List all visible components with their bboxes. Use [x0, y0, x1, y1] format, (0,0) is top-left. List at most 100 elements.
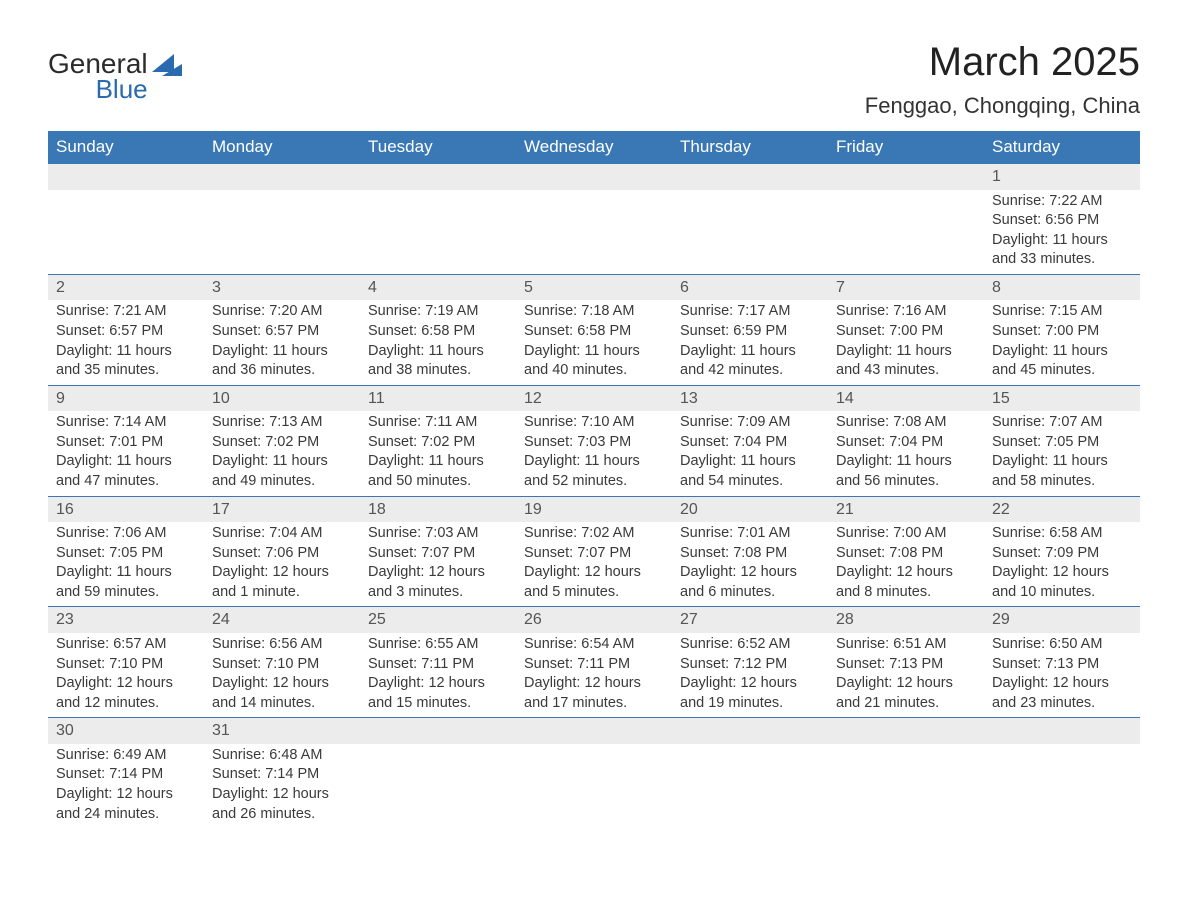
- day-number: 16: [48, 497, 204, 523]
- day-number: 6: [672, 275, 828, 301]
- calendar-day: 25Sunrise: 6:55 AMSunset: 7:11 PMDayligh…: [360, 607, 516, 718]
- day-dl2: and 49 minutes.: [212, 472, 352, 492]
- calendar-day: 1Sunrise: 7:22 AMSunset: 6:56 PMDaylight…: [984, 164, 1140, 275]
- calendar-body: 1Sunrise: 7:22 AMSunset: 6:56 PMDaylight…: [48, 164, 1140, 829]
- calendar-day: 23Sunrise: 6:57 AMSunset: 7:10 PMDayligh…: [48, 607, 204, 718]
- day-dl2: and 5 minutes.: [524, 583, 664, 603]
- day-sunset: Sunset: 7:00 PM: [992, 322, 1132, 342]
- day-sunset: Sunset: 6:57 PM: [212, 322, 352, 342]
- calendar-table: SundayMondayTuesdayWednesdayThursdayFrid…: [48, 131, 1140, 828]
- day-dl2: and 10 minutes.: [992, 583, 1132, 603]
- calendar-week: 9Sunrise: 7:14 AMSunset: 7:01 PMDaylight…: [48, 385, 1140, 496]
- day-dl1: Daylight: 12 hours: [992, 674, 1132, 694]
- day-dl1: Daylight: 12 hours: [992, 563, 1132, 583]
- day-dl1: Daylight: 11 hours: [56, 452, 196, 472]
- day-number: 21: [828, 497, 984, 523]
- day-dl2: and 40 minutes.: [524, 361, 664, 381]
- calendar-day: 16Sunrise: 7:06 AMSunset: 7:05 PMDayligh…: [48, 496, 204, 607]
- calendar-week: 16Sunrise: 7:06 AMSunset: 7:05 PMDayligh…: [48, 496, 1140, 607]
- day-dl1: Daylight: 11 hours: [680, 452, 820, 472]
- calendar-day: 10Sunrise: 7:13 AMSunset: 7:02 PMDayligh…: [204, 385, 360, 496]
- calendar-day-empty: [360, 164, 516, 275]
- calendar-day: 3Sunrise: 7:20 AMSunset: 6:57 PMDaylight…: [204, 274, 360, 385]
- day-dl1: Daylight: 12 hours: [680, 563, 820, 583]
- day-dl1: Daylight: 12 hours: [56, 785, 196, 805]
- day-dl1: Daylight: 12 hours: [680, 674, 820, 694]
- day-dl2: and 42 minutes.: [680, 361, 820, 381]
- day-number: 4: [360, 275, 516, 301]
- calendar-day: 18Sunrise: 7:03 AMSunset: 7:07 PMDayligh…: [360, 496, 516, 607]
- day-dl2: and 15 minutes.: [368, 694, 508, 714]
- day-header: Wednesday: [516, 131, 672, 164]
- day-header: Friday: [828, 131, 984, 164]
- day-number: 26: [516, 607, 672, 633]
- day-header: Thursday: [672, 131, 828, 164]
- day-sunrise: Sunrise: 7:20 AM: [212, 302, 352, 322]
- calendar-week: 30Sunrise: 6:49 AMSunset: 7:14 PMDayligh…: [48, 718, 1140, 828]
- day-dl2: and 36 minutes.: [212, 361, 352, 381]
- day-dl1: Daylight: 11 hours: [680, 342, 820, 362]
- calendar-day: 28Sunrise: 6:51 AMSunset: 7:13 PMDayligh…: [828, 607, 984, 718]
- day-sunrise: Sunrise: 6:57 AM: [56, 635, 196, 655]
- day-dl1: Daylight: 12 hours: [212, 785, 352, 805]
- calendar-day-empty: [828, 164, 984, 275]
- day-sunrise: Sunrise: 7:07 AM: [992, 413, 1132, 433]
- day-dl2: and 26 minutes.: [212, 805, 352, 825]
- day-sunset: Sunset: 7:02 PM: [212, 433, 352, 453]
- calendar-day: 15Sunrise: 7:07 AMSunset: 7:05 PMDayligh…: [984, 385, 1140, 496]
- day-dl1: Daylight: 11 hours: [368, 342, 508, 362]
- day-number: 27: [672, 607, 828, 633]
- calendar-day: 9Sunrise: 7:14 AMSunset: 7:01 PMDaylight…: [48, 385, 204, 496]
- day-dl2: and 58 minutes.: [992, 472, 1132, 492]
- day-sunset: Sunset: 7:13 PM: [992, 655, 1132, 675]
- day-sunset: Sunset: 7:14 PM: [56, 765, 196, 785]
- day-sunrise: Sunrise: 7:16 AM: [836, 302, 976, 322]
- day-sunrise: Sunrise: 6:58 AM: [992, 524, 1132, 544]
- calendar-day: 17Sunrise: 7:04 AMSunset: 7:06 PMDayligh…: [204, 496, 360, 607]
- day-number: [984, 718, 1140, 744]
- month-title: March 2025: [865, 40, 1140, 85]
- day-sunrise: Sunrise: 6:52 AM: [680, 635, 820, 655]
- calendar-week: 1Sunrise: 7:22 AMSunset: 6:56 PMDaylight…: [48, 164, 1140, 275]
- calendar-day: 29Sunrise: 6:50 AMSunset: 7:13 PMDayligh…: [984, 607, 1140, 718]
- day-sunrise: Sunrise: 7:04 AM: [212, 524, 352, 544]
- day-number: 29: [984, 607, 1140, 633]
- day-sunset: Sunset: 7:09 PM: [992, 544, 1132, 564]
- day-dl1: Daylight: 11 hours: [212, 342, 352, 362]
- calendar-day: 2Sunrise: 7:21 AMSunset: 6:57 PMDaylight…: [48, 274, 204, 385]
- day-dl2: and 38 minutes.: [368, 361, 508, 381]
- day-sunrise: Sunrise: 7:02 AM: [524, 524, 664, 544]
- day-sunset: Sunset: 7:03 PM: [524, 433, 664, 453]
- calendar-day: 13Sunrise: 7:09 AMSunset: 7:04 PMDayligh…: [672, 385, 828, 496]
- day-dl2: and 50 minutes.: [368, 472, 508, 492]
- day-number: 8: [984, 275, 1140, 301]
- day-dl2: and 45 minutes.: [992, 361, 1132, 381]
- day-dl1: Daylight: 11 hours: [836, 342, 976, 362]
- day-number: 22: [984, 497, 1140, 523]
- day-dl1: Daylight: 12 hours: [212, 563, 352, 583]
- day-dl2: and 14 minutes.: [212, 694, 352, 714]
- calendar-day-empty: [516, 164, 672, 275]
- day-sunrise: Sunrise: 6:49 AM: [56, 746, 196, 766]
- calendar-day: 7Sunrise: 7:16 AMSunset: 7:00 PMDaylight…: [828, 274, 984, 385]
- calendar-week: 2Sunrise: 7:21 AMSunset: 6:57 PMDaylight…: [48, 274, 1140, 385]
- day-dl1: Daylight: 11 hours: [524, 452, 664, 472]
- day-sunset: Sunset: 7:04 PM: [680, 433, 820, 453]
- day-sunrise: Sunrise: 7:18 AM: [524, 302, 664, 322]
- day-number: [516, 718, 672, 744]
- day-number: 31: [204, 718, 360, 744]
- header: General Blue March 2025 Fenggao, Chongqi…: [48, 40, 1140, 119]
- day-dl2: and 8 minutes.: [836, 583, 976, 603]
- day-number: 5: [516, 275, 672, 301]
- day-dl2: and 24 minutes.: [56, 805, 196, 825]
- day-dl1: Daylight: 11 hours: [836, 452, 976, 472]
- day-number: [204, 164, 360, 190]
- day-dl2: and 54 minutes.: [680, 472, 820, 492]
- day-number: 12: [516, 386, 672, 412]
- day-number: [672, 164, 828, 190]
- calendar-day: 22Sunrise: 6:58 AMSunset: 7:09 PMDayligh…: [984, 496, 1140, 607]
- day-sunrise: Sunrise: 6:54 AM: [524, 635, 664, 655]
- day-number: [672, 718, 828, 744]
- day-sunset: Sunset: 7:11 PM: [368, 655, 508, 675]
- day-sunset: Sunset: 7:02 PM: [368, 433, 508, 453]
